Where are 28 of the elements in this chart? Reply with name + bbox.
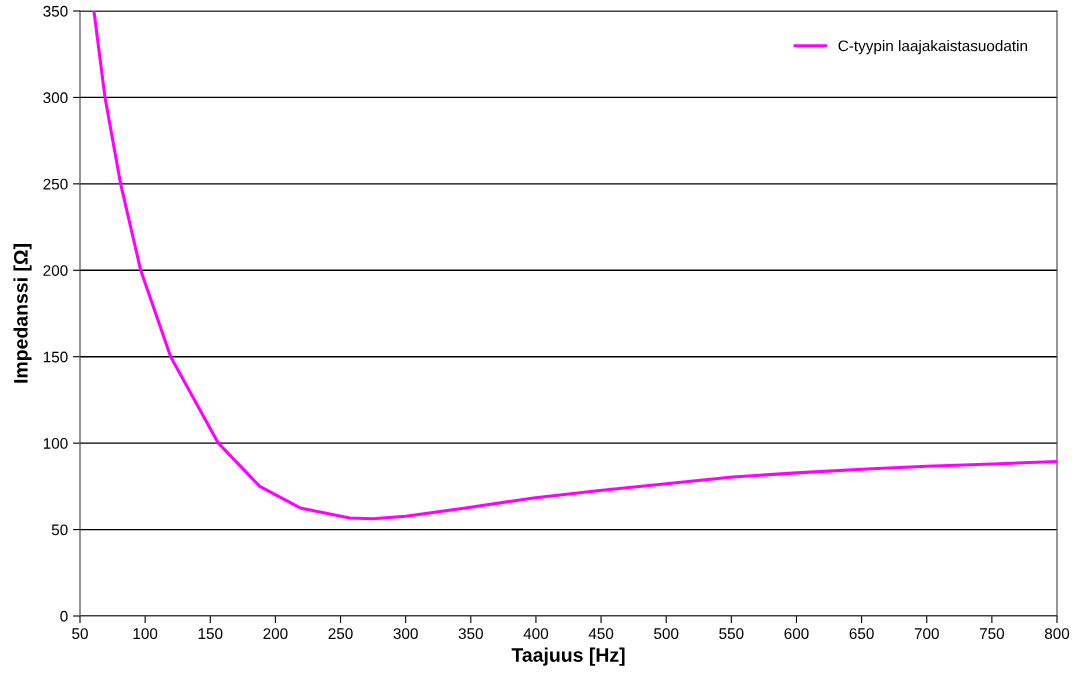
y-tick-label: 250: [43, 178, 68, 190]
line-series: [92, 11, 1057, 521]
x-tick-label: 350: [458, 628, 483, 640]
y-tick-label: 150: [43, 351, 68, 363]
y-axis-title: Impedanssi [Ω]: [13, 244, 32, 383]
x-tick-label: 500: [654, 628, 679, 640]
y-tick-label: 100: [43, 438, 68, 449]
x-tick-label: 750: [979, 628, 1005, 640]
x-tick-label: 300: [393, 628, 418, 640]
y-tick-label: 200: [43, 265, 68, 276]
x-tick-label: 50: [72, 628, 88, 640]
x-tick-label: 550: [719, 628, 744, 640]
x-tick-label: 250: [328, 628, 353, 640]
y-tick-label: 300: [43, 92, 68, 104]
x-tick-label: 400: [523, 628, 549, 640]
y-tick-label: 350: [43, 5, 68, 17]
x-tick-label: 150: [198, 628, 223, 640]
y-tick-label: 0: [60, 610, 68, 622]
x-tick-label: 200: [263, 628, 288, 640]
y-tick-label: 50: [51, 524, 68, 536]
x-tick-label: 800: [1044, 628, 1070, 640]
legend-label: C-tyypin laajakaistasuodatin: [838, 40, 1027, 55]
x-tick-label: 700: [914, 628, 939, 640]
x-tick-label: 650: [849, 628, 874, 640]
x-tick-label: 100: [133, 628, 158, 640]
x-tick-label: 600: [784, 628, 809, 640]
x-tick-label: 450: [588, 628, 614, 640]
x-axis-title: Taajuus [Hz]: [511, 647, 625, 666]
